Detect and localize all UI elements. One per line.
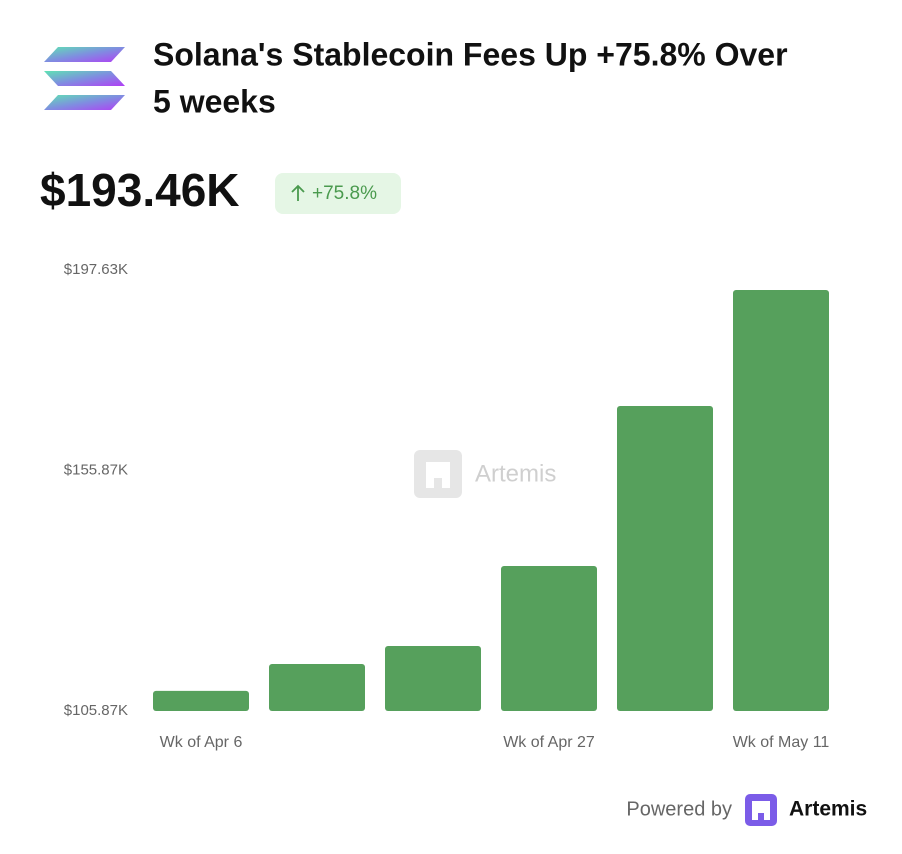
- y-tick-label: $197.63K: [64, 261, 128, 278]
- x-tick-label: Wk of Apr 6: [160, 734, 243, 751]
- watermark-text: Artemis: [475, 460, 556, 487]
- solana-logo: [44, 47, 125, 110]
- headline-value: $193.46K: [40, 164, 240, 216]
- bar: [501, 566, 597, 711]
- watermark: Artemis: [414, 450, 556, 498]
- powered-by: Powered by: [626, 798, 732, 820]
- bar: [269, 663, 365, 711]
- artemis-logo: [745, 794, 777, 826]
- bar: [385, 645, 481, 711]
- bar: [153, 690, 249, 711]
- title-line: Solana's Stablecoin Fees Up +75.8% Over: [153, 36, 788, 72]
- bar: [617, 405, 713, 711]
- plot: $105.87K $155.87K $197.63K Wk of Apr 6 Wk of…: [64, 261, 830, 751]
- y-tick-label: $155.87K: [64, 462, 128, 479]
- bar: [733, 290, 829, 711]
- x-tick-label: Wk of Apr 27: [503, 734, 595, 751]
- up-arrow: [291, 184, 305, 201]
- brand: Artemis: [789, 798, 867, 821]
- change-value: +75.8%: [312, 183, 377, 204]
- x-tick-label: Wk of May 11: [733, 734, 830, 751]
- change-badge: [275, 173, 401, 214]
- title-line: 5 weeks: [153, 83, 276, 119]
- y-tick-label: $105.87K: [64, 702, 128, 719]
